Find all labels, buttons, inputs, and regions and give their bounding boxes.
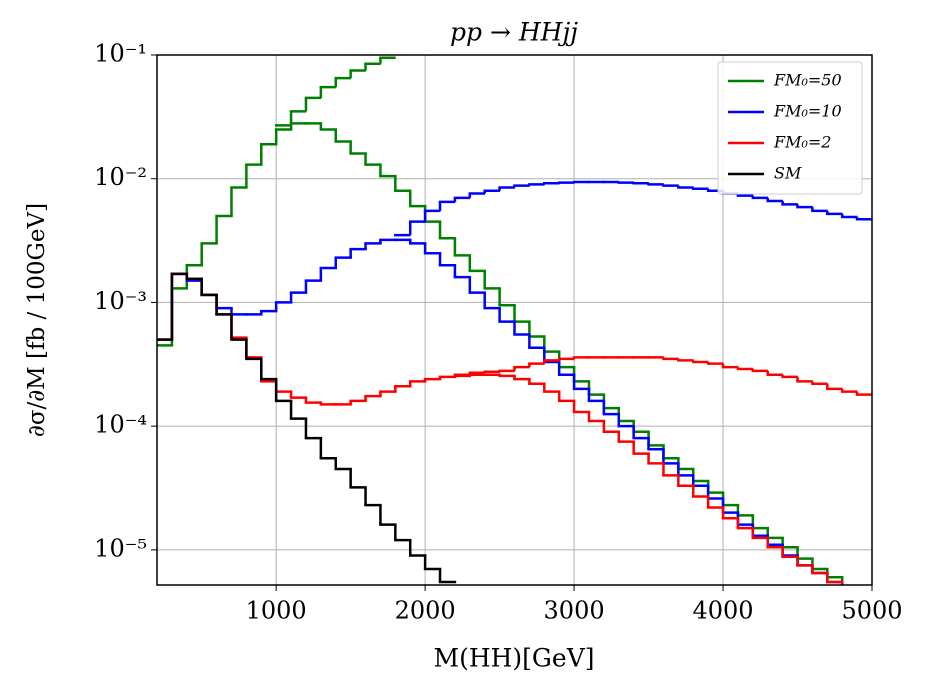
y-tick-label: 10⁻¹ xyxy=(94,40,147,68)
legend-label: FM₀=2 xyxy=(773,133,831,152)
legend-label: SM xyxy=(774,164,802,183)
y-tick-label: 10⁻³ xyxy=(94,287,147,315)
y-tick-label: 10⁻⁴ xyxy=(94,411,147,439)
axes-frame xyxy=(156,54,873,586)
x-tick-label: 4000 xyxy=(693,597,754,625)
plot-area xyxy=(157,56,872,585)
x-tick-label: 5000 xyxy=(841,597,902,625)
y-axis-label: ∂σ/∂M [fb / 100GeV] xyxy=(24,203,50,437)
y-tick-label: 10⁻² xyxy=(94,163,147,191)
y-tick-label: 10⁻⁵ xyxy=(94,534,147,562)
legend: FM₀=50 FM₀=10 FM₀=2 SM xyxy=(717,61,863,195)
x-axis-label: M(HH)[GeV] xyxy=(433,644,594,673)
legend-label: FM₀=50 xyxy=(773,71,842,90)
legend-label: FM₀=10 xyxy=(773,102,842,121)
x-tick-label: 1000 xyxy=(246,597,307,625)
legend-box xyxy=(717,61,863,195)
x-tick-label: 2000 xyxy=(395,597,456,625)
chart-title: pp → HHjj xyxy=(450,18,578,47)
x-tick-label: 3000 xyxy=(544,597,605,625)
